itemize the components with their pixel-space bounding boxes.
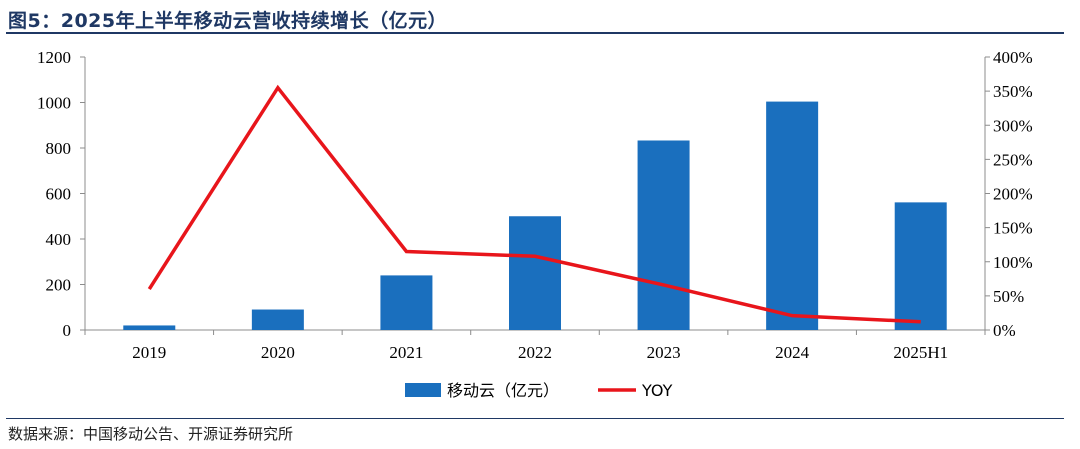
legend-bar-swatch: [405, 383, 441, 397]
y-left-tick-label: 200: [46, 276, 72, 295]
y-left-tick-label: 0: [63, 321, 72, 340]
bar: [637, 140, 690, 330]
y-right-tick-label: 150%: [993, 219, 1033, 238]
y-right-tick-label: 50%: [993, 287, 1024, 306]
chart-title: 图5：2025年上半年移动云营收持续增长（亿元）: [8, 10, 448, 32]
x-tick-label: 2024: [775, 343, 810, 362]
x-tick-label: 2021: [389, 343, 423, 362]
legend-bar-label: 移动云（亿元）: [447, 381, 559, 400]
y-right-tick-label: 350%: [993, 82, 1033, 101]
y-right-tick-label: 400%: [993, 48, 1033, 67]
y-left-tick-label: 800: [46, 139, 72, 158]
y-left-tick-label: 600: [46, 185, 72, 204]
y-right-tick-label: 200%: [993, 185, 1033, 204]
y-left-tick-label: 400: [46, 230, 72, 249]
bar: [123, 325, 176, 330]
x-tick-label: 2019: [132, 343, 166, 362]
y-right-tick-label: 100%: [993, 253, 1033, 272]
bar: [251, 309, 304, 330]
y-left-tick-label: 1200: [37, 48, 71, 67]
x-tick-label: 2020: [261, 343, 295, 362]
x-tick-label: 2023: [647, 343, 681, 362]
bar: [509, 216, 561, 330]
y-right-tick-label: 250%: [993, 150, 1033, 169]
title-divider: [6, 32, 1064, 34]
y-right-tick-label: 300%: [993, 116, 1033, 135]
x-tick-label: 2022: [518, 343, 552, 362]
bar: [894, 202, 947, 330]
bar: [766, 101, 819, 330]
legend-line-label: YOY: [641, 381, 673, 400]
y-right-tick-label: 0%: [993, 321, 1016, 340]
source-divider: [6, 418, 1064, 419]
y-left-tick-label: 1000: [37, 94, 71, 113]
bar: [380, 275, 433, 330]
x-tick-label: 2025H1: [893, 343, 948, 362]
source-note: 数据来源：中国移动公告、开源证券研究所: [8, 425, 294, 443]
